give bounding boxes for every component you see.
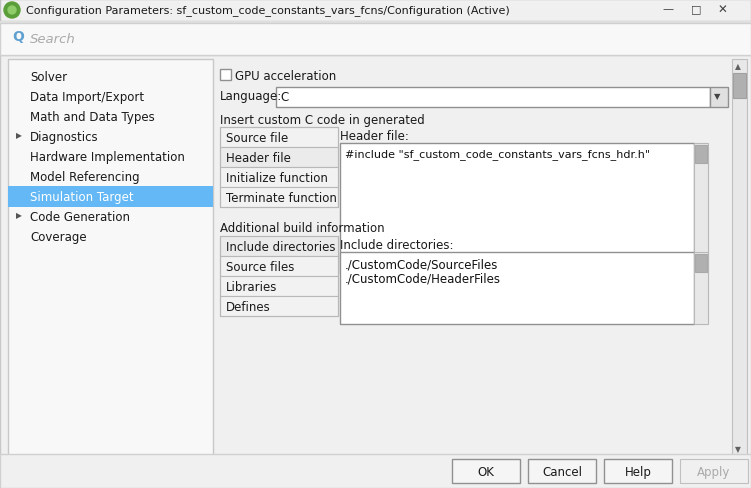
Bar [220,187,338,207]
Text: Source files: Source files [226,261,294,273]
Text: Include directories:: Include directories: [340,239,454,251]
Bar [694,252,708,325]
Bar [710,88,728,108]
Text: ✕: ✕ [718,4,728,17]
Bar [220,70,231,81]
Bar [8,60,213,457]
Bar [220,237,338,257]
Text: ▶: ▶ [16,210,22,220]
Bar [733,74,746,99]
Bar [220,237,338,316]
Text: Source file: Source file [226,132,288,145]
Text: Q: Q [12,30,24,44]
Text: Header file: Header file [226,152,291,164]
Text: Libraries: Libraries [226,281,277,293]
Bar [528,459,596,483]
Text: Additional build information: Additional build information [220,222,385,235]
Text: ▼: ▼ [714,92,720,101]
Bar [0,22,751,24]
Text: Code Generation: Code Generation [30,210,130,224]
Bar [0,454,751,488]
Text: Coverage: Coverage [30,230,86,244]
Text: —: — [662,4,673,14]
Text: Data Import/Export: Data Import/Export [30,91,144,104]
Bar [0,0,751,22]
Text: GPU acceleration: GPU acceleration [235,70,336,83]
Text: C: C [280,91,288,104]
Circle shape [4,3,20,19]
Text: Language:: Language: [220,90,282,103]
Bar [452,459,520,483]
Bar [220,296,338,316]
Text: Initialize function: Initialize function [226,172,328,184]
Bar [694,143,708,273]
Bar [695,254,707,272]
Bar [695,146,707,163]
Bar [276,88,710,108]
Text: ./CustomCode/SourceFiles: ./CustomCode/SourceFiles [345,258,499,270]
Bar [604,459,672,483]
Text: Insert custom C code in generated: Insert custom C code in generated [220,114,425,127]
Text: #include "sf_custom_code_constants_vars_fcns_hdr.h": #include "sf_custom_code_constants_vars_… [345,149,650,160]
Text: Solver: Solver [30,71,67,84]
Bar [220,257,338,276]
Text: Include directories: Include directories [226,241,336,253]
Text: ▼: ▼ [735,444,741,453]
Text: Math and Data Types: Math and Data Types [30,111,155,124]
Text: Apply: Apply [698,465,731,478]
Text: Configuration Parameters: sf_custom_code_constants_vars_fcns/Configuration (Acti: Configuration Parameters: sf_custom_code… [26,5,510,16]
Bar [0,56,751,488]
Bar [340,143,694,273]
Text: ▶: ▶ [16,131,22,140]
Text: Cancel: Cancel [542,465,582,478]
Text: □: □ [691,4,701,14]
Circle shape [8,7,16,15]
Bar [220,128,338,207]
Bar [732,60,747,457]
Text: Help: Help [625,465,651,478]
Text: ./CustomCode/HeaderFiles: ./CustomCode/HeaderFiles [345,271,501,285]
Text: Defines: Defines [226,301,271,313]
Text: Model Referencing: Model Referencing [30,171,140,183]
Bar [220,128,338,148]
Text: Terminate function: Terminate function [226,192,337,204]
Bar [220,148,338,168]
Bar [220,276,338,296]
Text: Hardware Implementation: Hardware Implementation [30,151,185,163]
Text: Search: Search [30,33,76,46]
Text: ▲: ▲ [735,62,741,71]
Text: OK: OK [478,465,494,478]
Bar [0,24,751,56]
Bar [680,459,748,483]
Bar [220,168,338,187]
Text: Header file:: Header file: [340,130,409,142]
Text: Simulation Target: Simulation Target [30,191,134,203]
Bar [8,186,213,207]
Text: Diagnostics: Diagnostics [30,131,98,143]
Bar [340,252,694,325]
